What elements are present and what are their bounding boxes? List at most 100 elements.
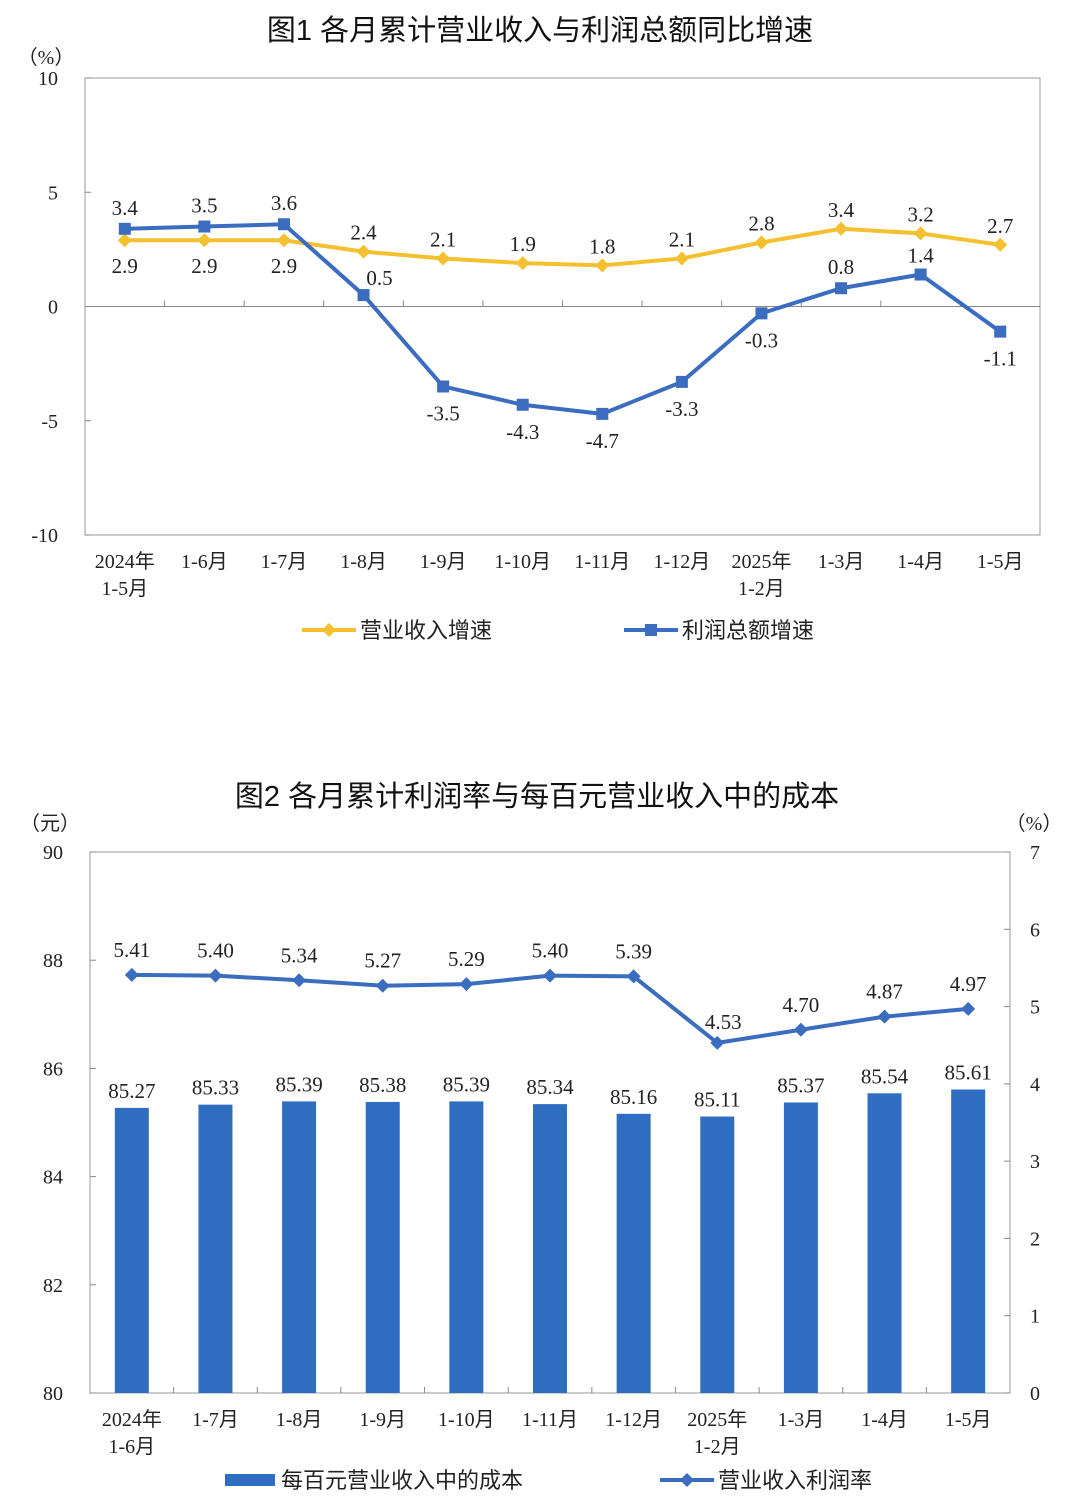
chart1-point-revenue	[276, 233, 291, 248]
chart1-point-profit	[437, 380, 450, 393]
chart2-point	[793, 1022, 808, 1037]
chart2-x-tick-label: 1-6月	[108, 1436, 155, 1458]
chart2-point	[961, 1001, 976, 1016]
chart1-x-tick-label: 1-6月	[181, 551, 228, 573]
chart1-x-tick-label: 2025年	[731, 550, 791, 573]
chart1-point-profit	[835, 282, 848, 295]
chart1-data-label-profit: 3.4	[112, 196, 139, 220]
chart2-right-tick-label: 6	[1030, 919, 1040, 941]
chart2-right-tick-label: 0	[1030, 1383, 1040, 1405]
chart1-y-tick-label: 10	[38, 68, 58, 90]
chart2-bar	[198, 1104, 233, 1393]
chart2-bar	[449, 1101, 484, 1393]
chart2-x-tick-label: 1-2月	[694, 1436, 741, 1458]
chart2-point	[543, 968, 557, 983]
chart1-x-tick-label: 1-10月	[494, 551, 551, 573]
chart1-point-profit	[118, 222, 131, 235]
chart2-legend-cost-label: 每百元营业收入中的成本	[281, 1468, 523, 1493]
chart2-line-label: 5.34	[281, 943, 318, 967]
chart1-point-revenue	[993, 237, 1008, 252]
chart1-data-label-revenue: 2.4	[350, 221, 377, 245]
chart2-x-tick-label: 1-3月	[778, 1409, 825, 1431]
chart2-x-tick-label: 1-12月	[605, 1409, 662, 1431]
chart1-point-revenue	[436, 251, 451, 266]
chart2-bar-label: 85.34	[526, 1075, 574, 1099]
chart1-point-revenue	[834, 221, 849, 236]
chart2-bar-label: 85.37	[777, 1073, 824, 1097]
chart1-point-profit	[277, 218, 290, 231]
chart2-right-unit: （%）	[1006, 812, 1063, 835]
chart1-data-label-profit: -4.7	[586, 429, 619, 453]
chart1-data-label-revenue: 3.2	[908, 202, 934, 226]
chart2-line-label: 5.40	[532, 939, 569, 963]
chart1-point-revenue	[117, 233, 132, 248]
chart1-data-label-profit: 3.6	[271, 191, 297, 215]
chart2-line-label: 4.87	[866, 980, 903, 1004]
chart1-x-tick-label: 1-7月	[261, 551, 308, 573]
chart1-point-revenue	[674, 251, 689, 266]
chart1-point-profit	[675, 375, 688, 388]
chart1-point-profit	[596, 407, 609, 420]
chart2-point	[208, 968, 223, 983]
chart1-data-label-revenue: 2.1	[669, 228, 695, 252]
chart1-legend-profit-marker	[645, 624, 657, 636]
chart1-point-revenue	[515, 256, 530, 271]
chart2-right-tick-label: 1	[1030, 1306, 1040, 1328]
chart2-left-unit: （元）	[20, 812, 80, 835]
chart2-bar	[282, 1101, 317, 1393]
chart2-right-tick-label: 4	[1030, 1074, 1040, 1096]
chart1-y-tick-label: -5	[41, 411, 58, 433]
chart1-data-label-profit: 1.4	[908, 244, 935, 268]
chart1-point-revenue	[913, 226, 928, 241]
chart1-x-tick-label: 2024年	[95, 550, 155, 573]
chart2-line-label: 5.29	[448, 947, 485, 971]
chart1-data-label-profit: 0.8	[828, 255, 854, 279]
chart1-y-tick-label: -10	[31, 525, 58, 547]
chart2-line-label: 5.41	[113, 938, 150, 962]
chart2-x-tick-label: 1-9月	[359, 1409, 406, 1431]
chart1-data-label-revenue: 3.4	[828, 198, 855, 222]
chart2-bar-label: 85.39	[443, 1072, 490, 1096]
chart1-title: 图1 各月累计营业收入与利润总额同比增速	[267, 14, 813, 47]
chart1-data-label-profit: -0.3	[745, 328, 778, 352]
chart2-point	[292, 973, 307, 988]
chart1-legend-profit-label: 利润总额增速	[682, 618, 814, 643]
chart1-data-label-profit: -4.3	[506, 420, 539, 444]
chart1-legend-revenue-marker	[322, 623, 336, 637]
chart2-x-tick-label: 1-10月	[438, 1409, 495, 1431]
chart2-title: 图2 各月累计利润率与每百元营业收入中的成本	[235, 780, 839, 813]
chart1-point-profit	[198, 220, 211, 233]
chart1-data-label-profit: 3.5	[191, 194, 217, 218]
chart2-x-tick-label: 1-5月	[945, 1409, 992, 1431]
chart1-point-revenue	[595, 258, 610, 273]
chart2-left-tick-label: 86	[43, 1058, 63, 1080]
chart1-y-tick-label: 5	[48, 182, 58, 204]
chart2-x-tick-label: 1-7月	[192, 1409, 239, 1431]
chart2-left-tick-label: 84	[43, 1167, 63, 1189]
chart2-right-tick-label: 7	[1030, 842, 1040, 864]
chart2-bar	[533, 1104, 567, 1393]
chart2-legend-rate-marker	[680, 1473, 694, 1487]
chart1-legend-revenue-label: 营业收入增速	[360, 618, 492, 643]
chart2-line-profit-rate	[131, 972, 969, 1046]
chart2-point	[459, 977, 474, 992]
chart2-left-tick-label: 90	[43, 842, 63, 864]
chart2-line-label: 5.39	[615, 939, 652, 963]
chart1-x-tick-label: 1-11月	[574, 551, 630, 573]
chart1-data-label-revenue: 2.7	[987, 214, 1013, 238]
chart1-data-label-revenue: 2.9	[112, 254, 138, 278]
chart2-bar	[700, 1116, 735, 1393]
chart1-x-tick-label: 1-5月	[101, 578, 148, 600]
chart1-y-tick-label: 0	[48, 297, 58, 319]
chart2-x-tick-label: 1-4月	[861, 1409, 908, 1431]
chart2-legend-cost-swatch	[225, 1474, 275, 1486]
chart2-line-label: 5.40	[197, 939, 234, 963]
chart2-bar-label: 85.61	[945, 1060, 992, 1084]
chart1-point-profit	[516, 398, 529, 411]
chart1-x-tick-label: 1-3月	[818, 551, 865, 573]
chart1-point-revenue	[754, 235, 769, 250]
chart1-data-label-revenue: 2.8	[748, 212, 774, 236]
chart2-bar	[616, 1113, 651, 1393]
chart2-bar	[867, 1093, 902, 1393]
